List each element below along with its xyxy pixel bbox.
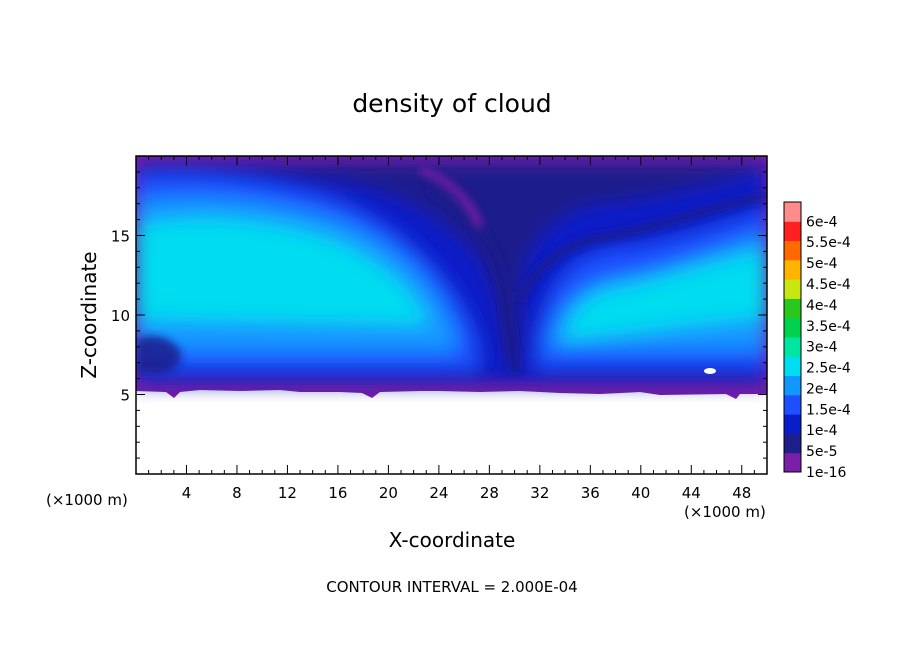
- contour-interval-note: CONTOUR INTERVAL = 2.000E-04: [326, 578, 577, 596]
- colorbar-swatch: [784, 317, 801, 338]
- colorbar-label: 3e-4: [806, 340, 838, 356]
- y-tick-label: 15: [111, 228, 130, 246]
- y-tick-label: 10: [111, 307, 130, 325]
- colorbar-label: 1.5e-4: [806, 402, 851, 418]
- colorbar-label: 4.5e-4: [806, 277, 851, 293]
- x-tick-label: 8: [232, 484, 242, 502]
- colorbar-swatch: [784, 394, 801, 415]
- y-tick-label: 5: [120, 387, 130, 405]
- x-tick-label: 36: [581, 484, 600, 502]
- colorbar: 1e-16 5e-5 1e-4 1.5e-4 2e-4 2.5e-4 3e-4 3.5e-4 4…: [783, 201, 851, 481]
- colorbar-swatch: [784, 433, 801, 454]
- left-edge-bulge: [136, 335, 182, 374]
- colorbar-label: 3.5e-4: [806, 319, 851, 335]
- colorbar-swatch: [784, 259, 801, 280]
- base-gap: [704, 368, 716, 374]
- x-tick-label: 20: [379, 484, 398, 502]
- colorbar-label: 1e-4: [806, 423, 838, 439]
- x-tick-label: 12: [278, 484, 297, 502]
- colorbar-swatch: [784, 356, 801, 377]
- cloud-peak-right: [565, 250, 767, 340]
- colorbar-swatch: [784, 298, 801, 319]
- x-tick-label: 16: [328, 484, 347, 502]
- colorbar-swatch: [784, 221, 801, 242]
- colorbar-swatch: [784, 452, 801, 473]
- x-tick-label: 32: [530, 484, 549, 502]
- colorbar-swatch: [784, 375, 801, 396]
- colorbar-swatch: [784, 414, 801, 434]
- colorbar-label: 1e-16: [806, 465, 846, 481]
- x-tick-label: 48: [732, 484, 751, 502]
- y-ticks: 5 10 15: [111, 171, 767, 459]
- colorbar-swatch: [784, 202, 801, 222]
- downdraft-streak: [427, 183, 520, 373]
- x-tick-label: 44: [682, 484, 701, 502]
- x-tick-label: 24: [429, 484, 448, 502]
- colorbar-swatch: [784, 337, 801, 357]
- colorbar-label: 4e-4: [806, 298, 838, 314]
- colorbar-swatch: [784, 279, 801, 299]
- x-tick-label: 28: [480, 484, 499, 502]
- dark-filament: [516, 191, 767, 302]
- x-ticks: 4 8 12 16 20 24 28 32 36 40 44 48: [148, 156, 755, 502]
- chart-title: density of cloud: [352, 89, 551, 118]
- purple-gap: [418, 166, 484, 227]
- colorbar-label: 5.5e-4: [806, 235, 851, 251]
- x-tick-label: 4: [182, 484, 192, 502]
- x-unit-left: (×1000 m): [46, 491, 128, 509]
- x-axis-label: X-coordinate: [389, 528, 516, 552]
- colorbar-frame: [783, 201, 802, 473]
- x-unit-right: (×1000 m): [684, 503, 766, 521]
- y-axis-label: Z-coordinate: [77, 251, 101, 378]
- colorbar-label: 2.5e-4: [806, 361, 851, 377]
- colorbar-label: 5e-5: [806, 444, 837, 460]
- x-tick-label: 40: [631, 484, 650, 502]
- colorbar-label: 5e-4: [806, 256, 838, 272]
- colorbar-label: 2e-4: [806, 381, 838, 397]
- cloud-field: [136, 156, 767, 399]
- cloud-peak-left: [136, 218, 430, 325]
- colorbar-label: 6e-4: [806, 214, 838, 230]
- colorbar-swatch: [784, 240, 801, 261]
